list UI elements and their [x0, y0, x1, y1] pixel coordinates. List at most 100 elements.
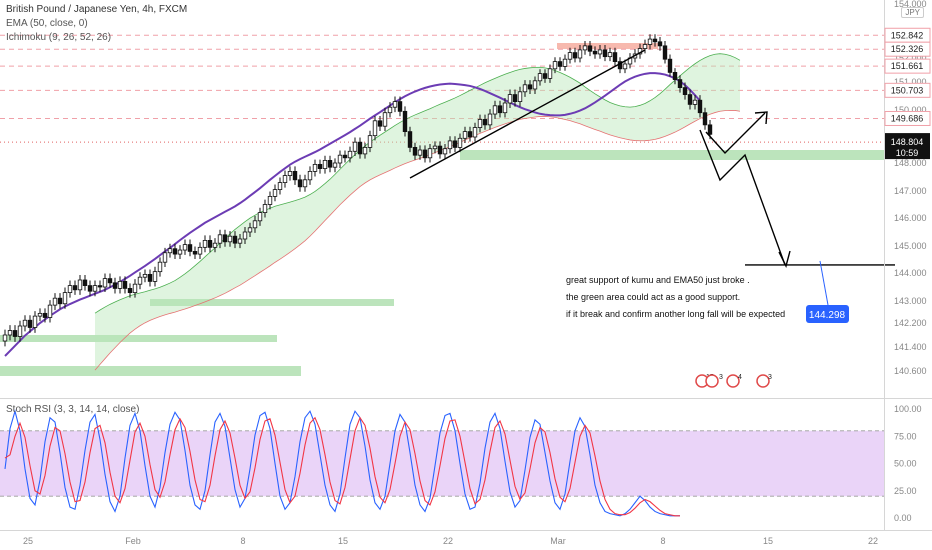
support-zone-3[interactable] — [0, 335, 277, 342]
price-level-badge[interactable] — [884, 110, 931, 126]
candle-body[interactable] — [132, 283, 138, 294]
candle-body[interactable] — [22, 319, 28, 327]
candle-body[interactable] — [267, 195, 273, 205]
candle-body[interactable] — [522, 84, 528, 93]
candle-body[interactable] — [607, 52, 613, 58]
candle-body[interactable] — [397, 101, 403, 112]
currency-badge[interactable]: JPY — [901, 7, 924, 18]
candle-body[interactable] — [217, 234, 223, 244]
candle-body[interactable] — [582, 45, 588, 51]
candle-body[interactable] — [437, 145, 443, 155]
candle-body[interactable] — [552, 61, 558, 70]
projection-arrow-up[interactable] — [705, 112, 766, 155]
candle-body[interactable] — [192, 250, 198, 255]
candle-body[interactable] — [587, 45, 593, 52]
candle-body[interactable] — [187, 244, 193, 252]
candle-body[interactable] — [212, 242, 218, 248]
candle-body[interactable] — [407, 131, 413, 148]
support-zone-2[interactable] — [150, 299, 394, 306]
candle-body[interactable] — [182, 244, 188, 251]
candle-body[interactable] — [592, 50, 598, 55]
candle-body[interactable] — [262, 204, 268, 214]
candle-body[interactable] — [67, 285, 73, 294]
trendline[interactable] — [409, 49, 646, 179]
candle-body[interactable] — [612, 52, 618, 62]
candle-body[interactable] — [82, 279, 88, 286]
candle-body[interactable] — [507, 94, 513, 104]
price-level-badge[interactable] — [884, 82, 931, 98]
candle-body[interactable] — [387, 106, 393, 114]
candle-body[interactable] — [567, 52, 573, 60]
candle-body[interactable] — [312, 163, 318, 172]
candle-body[interactable] — [252, 220, 258, 229]
candle-body[interactable] — [527, 84, 533, 90]
event-marker-icon[interactable] — [726, 374, 740, 388]
candle-body[interactable] — [292, 170, 298, 181]
candle-body[interactable] — [647, 38, 653, 45]
candle-body[interactable] — [302, 179, 308, 188]
candle-body[interactable] — [382, 112, 388, 127]
candle-body[interactable] — [282, 175, 288, 184]
resistance-zone[interactable] — [557, 43, 658, 49]
candle-body[interactable] — [2, 334, 8, 342]
candle-body[interactable] — [532, 80, 538, 90]
event-marker-icon[interactable] — [705, 374, 719, 388]
candle-body[interactable] — [57, 297, 63, 305]
candle-body[interactable] — [672, 72, 678, 81]
candle-body[interactable] — [442, 148, 448, 155]
candle-body[interactable] — [557, 61, 563, 67]
candle-body[interactable] — [72, 285, 78, 291]
candle-body[interactable] — [667, 58, 673, 73]
candle-body[interactable] — [107, 278, 113, 284]
stoch-axis[interactable]: 100.00 75.00 50.00 25.00 0.00 — [894, 404, 922, 523]
candle-body[interactable] — [207, 239, 213, 248]
candle-body[interactable] — [357, 141, 363, 155]
candle-body[interactable] — [662, 45, 668, 60]
candle-body[interactable] — [492, 105, 498, 115]
candle-body[interactable] — [577, 49, 583, 59]
current-price-badge[interactable] — [885, 133, 930, 160]
candle-body[interactable] — [432, 145, 438, 150]
stoch-d-line[interactable] — [4, 416, 680, 517]
price-axis[interactable]: 154.000152.000151.000150.000149.000148.0… — [884, 0, 931, 376]
time-axis[interactable]: 25Feb81522Mar8152226Apr — [23, 536, 932, 546]
candle-body[interactable] — [697, 99, 703, 114]
candle-body[interactable] — [117, 280, 123, 289]
price-level-badge[interactable] — [884, 58, 931, 74]
candle-body[interactable] — [657, 41, 663, 47]
candle-body[interactable] — [677, 79, 683, 88]
candle-body[interactable] — [7, 330, 13, 336]
candle-body[interactable] — [167, 248, 173, 254]
candle-body[interactable] — [202, 239, 208, 248]
candle-body[interactable] — [487, 113, 493, 126]
candle-body[interactable] — [32, 315, 38, 328]
candle-body[interactable] — [127, 287, 133, 293]
candle-body[interactable] — [402, 110, 408, 132]
candle-body[interactable] — [457, 137, 463, 148]
candle-body[interactable] — [537, 73, 543, 82]
candle-body[interactable] — [367, 135, 373, 148]
candle-body[interactable] — [162, 252, 168, 263]
candle-body[interactable] — [102, 278, 108, 288]
candle-body[interactable] — [652, 38, 658, 43]
candle-body[interactable] — [287, 170, 293, 176]
candle-body[interactable] — [257, 212, 263, 222]
candle-body[interactable] — [392, 101, 398, 108]
stoch-k-line[interactable] — [4, 409, 680, 517]
candle-body[interactable] — [157, 261, 163, 273]
candle-body[interactable] — [377, 120, 383, 127]
candle-body[interactable] — [422, 149, 428, 159]
candle-body[interactable] — [707, 124, 713, 135]
candle-body[interactable] — [462, 131, 468, 139]
candle-body[interactable] — [272, 189, 278, 197]
candle-body[interactable] — [227, 235, 233, 243]
candle-body[interactable] — [417, 149, 423, 156]
candle-body[interactable] — [682, 87, 688, 95]
candle-body[interactable] — [297, 179, 303, 188]
candle-body[interactable] — [247, 227, 253, 233]
candle-body[interactable] — [687, 94, 693, 105]
candle-body[interactable] — [37, 312, 43, 317]
candle-body[interactable] — [427, 148, 433, 159]
legend-ema[interactable]: EMA (50, close, 0) — [6, 18, 88, 29]
candle-body[interactable] — [197, 246, 203, 255]
